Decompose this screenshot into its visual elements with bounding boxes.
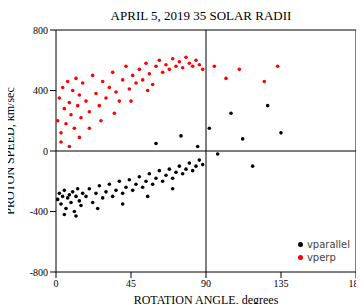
svg-text:ROTATION ANGLE, degrees: ROTATION ANGLE, degrees — [134, 293, 279, 304]
html-text:vperp: vperp — [306, 252, 336, 263]
svg-text:180: 180 — [349, 278, 357, 289]
svg-text:90: 90 — [201, 278, 211, 289]
html-text:vparallel: vparallel — [306, 239, 350, 250]
svg-text:0: 0 — [54, 278, 59, 289]
svg-text:800: 800 — [33, 25, 48, 36]
svg-text:-400: -400 — [30, 206, 48, 217]
svg-text:-800: -800 — [30, 267, 48, 278]
svg-text:45: 45 — [126, 278, 136, 289]
svg-text:0: 0 — [43, 146, 48, 157]
svg-text:400: 400 — [33, 85, 48, 96]
html-text:APRIL 5, 2019 35 SOLAR RADII: APRIL 5, 2019 35 SOLAR RADII — [110, 8, 292, 23]
svg-text:PROTON SPEED, km/sec: PROTON SPEED, km/sec — [8, 87, 17, 214]
svg-text:135: 135 — [274, 278, 289, 289]
